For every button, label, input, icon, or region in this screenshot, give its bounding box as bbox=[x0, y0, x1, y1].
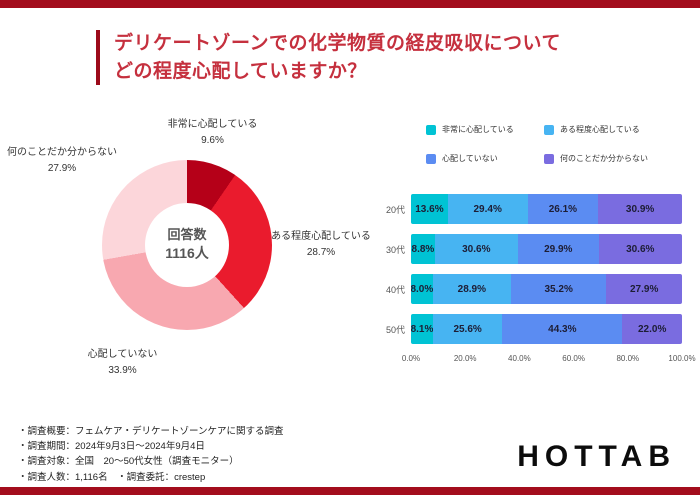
bar-track: 8.0% 28.9% 35.2% 27.9% bbox=[411, 274, 682, 304]
legend-item: 何のことだか分からない bbox=[544, 153, 682, 164]
legend-label: 何のことだか分からない bbox=[560, 154, 648, 163]
legend-swatch bbox=[426, 153, 436, 164]
x-tick-label: 20.0% bbox=[453, 354, 477, 363]
bar-segment: 22.0% bbox=[622, 314, 682, 344]
legend-swatch bbox=[544, 153, 554, 164]
legend-swatch bbox=[544, 124, 554, 135]
bar-value-label: 35.2% bbox=[544, 283, 573, 295]
category-label: 30代 bbox=[386, 244, 406, 255]
bar-segment: 26.1% bbox=[527, 194, 599, 224]
x-tick-label: 100.0% bbox=[668, 354, 696, 363]
category-label: 50代 bbox=[386, 324, 406, 335]
x-tick-label: 0.0% bbox=[401, 354, 421, 363]
bar-segment: 29.4% bbox=[447, 194, 528, 224]
top-accent-bar bbox=[0, 0, 700, 8]
bar-value-label: 8.0% bbox=[411, 283, 434, 295]
bar-value-label: 29.9% bbox=[544, 243, 573, 255]
x-tick-label: 60.0% bbox=[562, 354, 585, 363]
bar-segment: 35.2% bbox=[510, 274, 607, 304]
bar-value-label: 28.9% bbox=[457, 283, 486, 295]
survey-note-line: ・調査期間：2024年9月3日～2024年9月4日 bbox=[18, 441, 205, 453]
bar-segment: 28.9% bbox=[432, 274, 511, 304]
bottom-accent-bar bbox=[0, 487, 700, 495]
bar-row: 50代 8.1% 25.6% 44.3% 22.0% bbox=[386, 314, 682, 344]
bar-segment: 13.6% bbox=[411, 194, 448, 224]
bar-segment: 30.6% bbox=[434, 234, 518, 264]
legend-label: ある程度心配している bbox=[560, 125, 640, 134]
bar-track: 8.1% 25.6% 44.3% 22.0% bbox=[411, 314, 682, 344]
bar-track: 13.6% 29.4% 26.1% 30.9% bbox=[411, 194, 682, 224]
bar-segment: 8.0% bbox=[411, 274, 433, 304]
bar-value-label: 30.6% bbox=[626, 243, 655, 255]
donut-center: 回答数 1116人 bbox=[145, 203, 229, 287]
x-axis: 0.0% 20.0% 40.0% 60.0% 80.0% 100.0% bbox=[402, 354, 696, 366]
pie-label-percent: 9.6% bbox=[201, 134, 224, 146]
bar-segment: 29.9% bbox=[517, 234, 599, 264]
pie-label-not-worried: 心配していない 33.9% bbox=[55, 347, 190, 378]
survey-note-line: ・調査概要：フェムケア・デリケートゾーンケアに関する調査 bbox=[18, 426, 284, 437]
page-title-line-1: デリケートゾーンでの化学物質の経皮吸収について bbox=[114, 33, 561, 54]
donut-chart: 回答数 1116人 非常に心配している 9.6% ある程度心配している 28.7… bbox=[0, 105, 385, 405]
hottab-logo: HOTTAB bbox=[517, 440, 676, 473]
bar-segment: 8.8% bbox=[411, 234, 435, 264]
legend-label: 心配していない bbox=[442, 154, 498, 163]
bar-value-label: 25.6% bbox=[453, 323, 482, 335]
legend-item: 非常に心配している bbox=[426, 124, 544, 135]
bar-value-label: 27.9% bbox=[629, 283, 659, 295]
survey-note-line: ・調査対象：全国 20～50代女性（調査モニター） bbox=[18, 456, 239, 468]
pie-label-percent: 28.7% bbox=[306, 246, 336, 258]
category-label: 20代 bbox=[386, 204, 406, 215]
bar-value-label: 22.0% bbox=[637, 323, 667, 335]
bar-segment: 27.9% bbox=[606, 274, 682, 304]
category-label: 40代 bbox=[386, 284, 406, 295]
stacked-bar-chart: 非常に心配している ある程度心配している心配していない 何のことだか分からない 20… bbox=[386, 112, 696, 366]
bar-segment: 44.3% bbox=[502, 314, 623, 344]
pie-label-text: 非常に心配している bbox=[167, 119, 258, 130]
survey-notes: ・調査概要：フェムケア・デリケートゾーンケアに関する調査 ・調査期間：2024年… bbox=[18, 424, 284, 485]
bar-value-label: 8.8% bbox=[411, 243, 435, 255]
bar-value-label: 30.6% bbox=[462, 243, 491, 255]
survey-note-line: ・調査人数：1,116名 ・調査委託：crestep bbox=[18, 471, 206, 483]
x-tick-label: 40.0% bbox=[508, 354, 531, 363]
legend-item: ある程度心配している bbox=[544, 124, 682, 135]
bar-value-label: 26.1% bbox=[548, 203, 578, 215]
bar-row: 30代 8.8% 30.6% 29.9% 30.6% bbox=[386, 234, 682, 264]
respondent-count-value: 1116人 bbox=[165, 245, 209, 262]
bar-value-label: 30.9% bbox=[625, 203, 655, 215]
bar-value-label: 13.6% bbox=[415, 203, 444, 215]
page-title-line-2: どの程度心配していますか？ bbox=[114, 60, 367, 82]
legend-item: 心配していない bbox=[426, 153, 544, 164]
bar-legend: 非常に心配している ある程度心配している心配していない 何のことだか分からない bbox=[426, 124, 682, 164]
bar-value-label: 44.3% bbox=[548, 323, 577, 335]
bar-row: 40代 8.0% 28.9% 35.2% 27.9% bbox=[386, 274, 682, 304]
x-tick-label: 80.0% bbox=[616, 354, 640, 363]
pie-label-somewhat-worried: ある程度心配している 28.7% bbox=[255, 229, 387, 260]
pie-label-dont-know: 何のことだか分からない 27.9% bbox=[0, 145, 130, 176]
pie-label-text: ある程度心配している bbox=[271, 231, 371, 242]
pie-label-text: 心配していない bbox=[87, 349, 158, 360]
bar-rows: 20代 13.6% 29.4% 26.1% 30.9% 30代 8.8% 30.6% 29.9%… bbox=[386, 194, 682, 344]
bar-segment: 30.9% bbox=[598, 194, 682, 224]
bar-segment: 8.1% bbox=[411, 314, 433, 344]
bar-track: 8.8% 30.6% 29.9% 30.6% bbox=[411, 234, 682, 264]
bar-row: 20代 13.6% 29.4% 26.1% 30.9% bbox=[386, 194, 682, 224]
pie-label-text: 何のことだか分からない bbox=[7, 147, 117, 158]
bar-value-label: 29.4% bbox=[473, 203, 502, 215]
bar-segment: 30.6% bbox=[598, 234, 682, 264]
bar-segment: 25.6% bbox=[432, 314, 503, 344]
page-title: デリケートゾーンでの化学物質の経皮吸収について どの程度心配していますか？ bbox=[96, 30, 561, 86]
legend-label: 非常に心配している bbox=[442, 125, 514, 134]
legend-swatch bbox=[426, 124, 436, 135]
respondent-count-label: 回答数 bbox=[167, 227, 207, 243]
pie-label-very-worried: 非常に心配している 9.6% bbox=[140, 117, 285, 148]
bar-value-label: 8.1% bbox=[411, 323, 434, 335]
pie-label-percent: 33.9% bbox=[108, 364, 137, 376]
pie-label-percent: 27.9% bbox=[47, 162, 77, 174]
